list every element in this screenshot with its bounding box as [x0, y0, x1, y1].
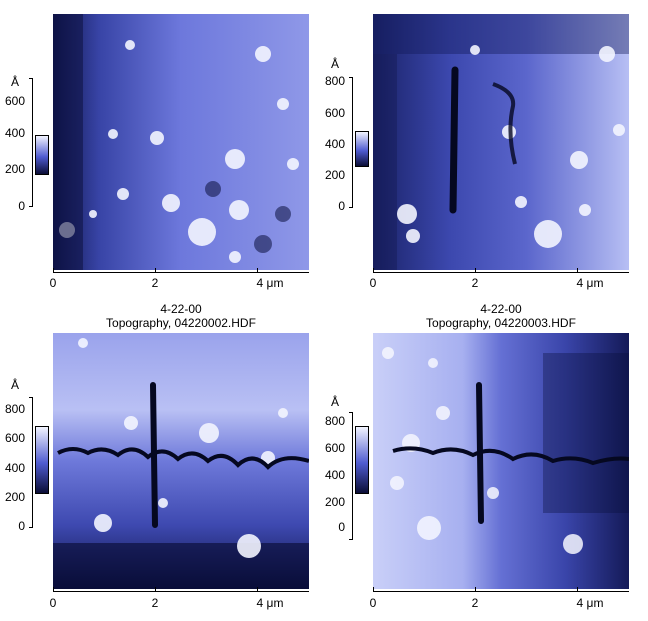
- x-axis-tick: [155, 587, 156, 591]
- z-tick-label: 400: [324, 468, 345, 482]
- z-tick-label: 0: [18, 199, 25, 213]
- x-tick-label: 0: [369, 596, 377, 610]
- z-axis-tick: [349, 412, 353, 413]
- color-scale-bar: [355, 131, 369, 167]
- x-axis-tick: [577, 268, 578, 272]
- x-axis-tick: [475, 587, 476, 591]
- z-axis-tick: [29, 206, 33, 207]
- topography-image: [53, 14, 309, 270]
- z-unit-label: Å: [331, 57, 340, 71]
- image-date: 4-22-00: [160, 302, 202, 316]
- x-axis-tick: [155, 268, 156, 272]
- z-tick-label: 400: [324, 137, 345, 151]
- z-tick-label: 800: [4, 402, 25, 416]
- x-tick-label: 2: [151, 276, 159, 290]
- x-axis-line: [53, 591, 309, 592]
- image-title: Topography, 04220003.HDF: [426, 316, 576, 330]
- x-axis-tick: [373, 587, 374, 591]
- x-tick-label: 2: [471, 596, 479, 610]
- z-tick-label: 200: [324, 168, 345, 182]
- z-tick-label: 0: [18, 519, 25, 533]
- x-tick-label: 0: [49, 276, 57, 290]
- x-axis-tick: [53, 587, 54, 591]
- x-tick-label: 4 μm: [576, 276, 604, 290]
- z-axis-line: [32, 397, 33, 528]
- color-scale-bar: [355, 426, 369, 494]
- x-axis-tick: [577, 587, 578, 591]
- x-tick-label: 0: [49, 596, 57, 610]
- z-tick-label: 400: [4, 126, 25, 140]
- x-tick-label: 4 μm: [256, 596, 284, 610]
- color-scale-bar: [35, 426, 49, 494]
- x-tick-label: 0: [369, 276, 377, 290]
- image-title: Topography, 04220002.HDF: [106, 316, 256, 330]
- z-axis-tick: [349, 77, 353, 78]
- z-axis-tick: [349, 207, 353, 208]
- x-tick-label: 4 μm: [576, 596, 604, 610]
- z-tick-label: 800: [324, 414, 345, 428]
- z-axis-tick: [349, 539, 353, 540]
- z-tick-label: 400: [4, 461, 25, 475]
- z-tick-label: 200: [324, 495, 345, 509]
- x-tick-label: 2: [471, 276, 479, 290]
- x-axis-line: [373, 272, 629, 273]
- z-tick-label: 800: [324, 74, 345, 88]
- x-axis-tick: [53, 268, 54, 272]
- z-axis-line: [32, 78, 33, 207]
- z-tick-label: 200: [4, 162, 25, 176]
- x-axis-tick: [475, 268, 476, 272]
- z-axis-line: [352, 77, 353, 208]
- topography-image: [373, 333, 629, 589]
- z-tick-label: 600: [324, 441, 345, 455]
- z-tick-label: 0: [338, 520, 345, 534]
- z-tick-label: 200: [4, 490, 25, 504]
- x-axis-tick: [257, 587, 258, 591]
- x-axis-line: [373, 591, 629, 592]
- z-unit-label: Å: [11, 75, 20, 89]
- z-tick-label: 600: [324, 106, 345, 120]
- z-axis-tick: [29, 527, 33, 528]
- x-axis-line: [53, 272, 309, 273]
- z-axis-tick: [29, 78, 33, 79]
- image-date: 4-22-00: [480, 302, 522, 316]
- topography-image: [373, 14, 629, 270]
- x-tick-label: 4 μm: [256, 276, 284, 290]
- x-tick-label: 2: [151, 596, 159, 610]
- x-axis-tick: [257, 268, 258, 272]
- z-tick-label: 0: [338, 199, 345, 213]
- z-axis-tick: [29, 397, 33, 398]
- color-scale-bar: [35, 135, 49, 175]
- topography-image: [53, 333, 309, 589]
- z-tick-label: 600: [4, 431, 25, 445]
- z-tick-label: 600: [4, 94, 25, 108]
- x-axis-tick: [373, 268, 374, 272]
- z-unit-label: Å: [11, 378, 20, 392]
- z-unit-label: Å: [331, 395, 340, 409]
- z-axis-line: [352, 412, 353, 540]
